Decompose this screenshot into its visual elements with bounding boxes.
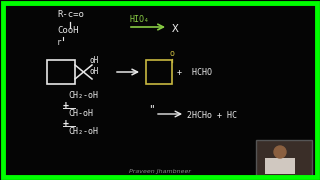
Text: R-c=o: R-c=o bbox=[57, 10, 84, 19]
Bar bbox=[265, 158, 295, 174]
Bar bbox=[146, 60, 172, 84]
Bar bbox=[256, 140, 312, 176]
Text: +: + bbox=[63, 100, 69, 110]
Text: 2HCHo + HC: 2HCHo + HC bbox=[187, 111, 237, 120]
Text: ": " bbox=[148, 104, 155, 114]
Text: CH₂-oH: CH₂-oH bbox=[68, 127, 98, 136]
Text: CH₂-oH: CH₂-oH bbox=[68, 91, 98, 100]
Text: oH: oH bbox=[90, 67, 99, 76]
Text: oH: oH bbox=[90, 56, 99, 65]
Text: HIO₄: HIO₄ bbox=[130, 15, 150, 24]
Bar bbox=[47, 60, 75, 84]
Circle shape bbox=[274, 146, 286, 158]
Text: +: + bbox=[63, 118, 69, 128]
Text: X: X bbox=[172, 24, 179, 34]
Text: CH-oH: CH-oH bbox=[68, 109, 93, 118]
Text: Praveen Jhambneer: Praveen Jhambneer bbox=[129, 169, 191, 174]
Text: +  HCHO: + HCHO bbox=[177, 68, 212, 77]
Text: CooH: CooH bbox=[57, 26, 78, 35]
Text: r: r bbox=[57, 38, 62, 47]
Text: o: o bbox=[170, 49, 175, 58]
